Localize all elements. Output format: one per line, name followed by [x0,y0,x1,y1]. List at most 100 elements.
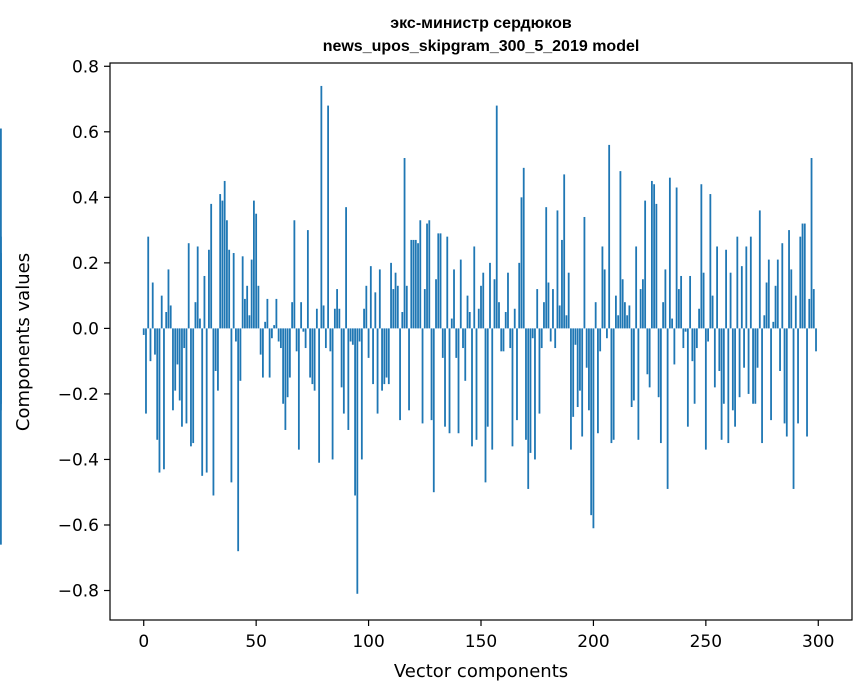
bar-21 [190,328,192,447]
bar-267 [743,328,745,368]
bar-47 [248,315,251,329]
bar-221 [639,289,642,329]
bar-248 [700,184,703,329]
bar-293 [801,223,804,329]
bar-209 [612,328,615,440]
bar-162 [507,272,509,329]
bar-295 [806,328,808,437]
bar-124 [421,328,424,424]
bar-19 [185,328,188,424]
bar-254 [713,328,716,388]
bar-129 [432,328,435,493]
bar-152 [484,328,487,483]
bar-187 [563,174,566,329]
bar-17 [181,328,183,427]
bar-138 [453,269,455,329]
bar-193 [576,328,579,408]
bar-291 [797,328,799,424]
bar-101 [369,266,372,329]
bar-275 [761,328,763,444]
bar-100 [367,328,370,358]
bar-79 [320,85,323,329]
bar-244 [691,328,694,362]
bar-86 [336,289,338,329]
bar-256 [718,328,721,371]
bar-274 [758,210,761,329]
bar-1 [145,328,147,414]
bar-281 [774,285,777,329]
bar-263 [734,328,736,427]
bar-72 [304,328,307,349]
x-tick-label: 250 [690,632,722,652]
bar-238 [677,289,680,329]
bar-0 [142,328,145,335]
bar-206 [606,328,608,339]
bar-9 [163,328,165,470]
bar-64 [286,328,289,398]
bar-125 [423,289,426,329]
bar-165 [513,308,516,329]
bar-220 [637,328,640,440]
bar-109 [387,328,390,385]
bar-119 [410,239,413,329]
bar-289 [792,328,795,489]
bar-36 [223,180,226,329]
y-tick-label: −0.6 [58,516,99,536]
bar-136 [448,328,451,434]
bar-93 [351,328,354,345]
bar-35 [221,200,224,329]
bar-61 [279,328,282,349]
bar-200 [592,328,595,529]
bar-270 [749,236,752,329]
bar-190 [570,328,572,450]
bar-198 [588,328,590,411]
bar-145 [468,312,471,329]
bar-182 [552,289,554,329]
bar-298 [812,289,815,329]
bar-56 [268,328,271,378]
bar-84 [331,328,334,460]
bar-90 [345,207,347,329]
bar-73 [306,230,309,329]
y-tick-label: 0.0 [72,319,99,339]
bar-30 [210,203,213,329]
bar-294 [803,223,806,329]
bar-184 [556,210,559,329]
bar-91 [347,328,350,430]
bar-211 [617,315,620,329]
bar-134 [444,328,446,427]
bar-203 [599,328,602,352]
bar-185 [558,305,561,329]
bar-212 [619,171,622,329]
bar-20 [187,243,190,329]
bar-114 [399,328,401,421]
bar-264 [736,236,739,329]
bar-144 [466,295,469,329]
chart-title-line2: news_upos_skipgram_300_5_2019 model [323,38,640,55]
bar-171 [527,328,530,489]
bar-52 [259,328,262,355]
bar-173 [531,328,534,339]
bar-29 [208,249,210,329]
bar-139 [455,328,458,358]
bar-196 [583,216,586,329]
bar-22 [192,328,195,444]
bar-255 [716,246,718,329]
bar-40 [232,253,235,329]
bar-236 [673,328,676,365]
bar-272 [754,328,757,404]
bar-75 [311,328,314,385]
bar-276 [763,315,766,329]
x-tick-label: 0 [138,632,149,652]
bar-82 [327,105,329,329]
y-tick-label: 0.6 [72,123,99,143]
bar-215 [626,315,629,329]
bar-11 [167,269,170,329]
bar-54 [264,321,267,329]
bar-271 [752,328,754,404]
bar-94 [354,328,356,496]
bar-158 [498,302,500,329]
bar-6 [156,328,159,440]
bar-249 [702,272,705,329]
